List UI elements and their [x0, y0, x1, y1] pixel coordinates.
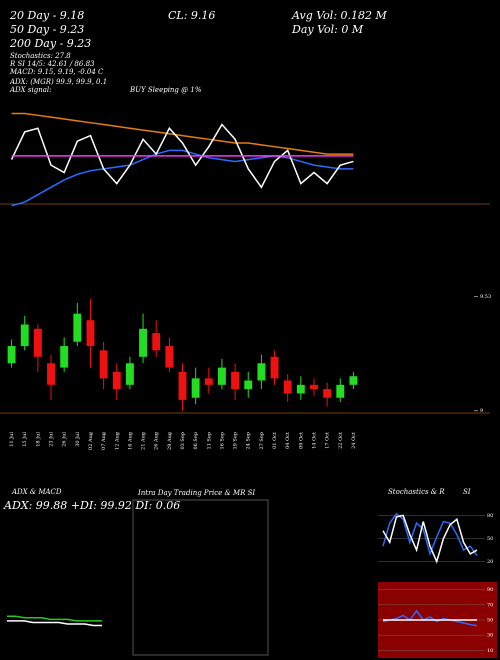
rsi-text: R SI 14/5: 42.61 / 86.83 [9, 60, 95, 68]
x-tick-label: 14 Oct [311, 432, 317, 449]
candle-body [33, 328, 42, 357]
x-tick-label: 18 Jul [35, 432, 41, 447]
x-tick-label: 19 Sep [233, 432, 239, 450]
candle-body [296, 384, 305, 394]
candle-body [20, 324, 29, 347]
series-line [10, 123, 354, 189]
x-tick-label: 27 Sep [259, 432, 265, 450]
close: CL: 9.16 [168, 9, 215, 22]
x-tick-label: 15 Jul [22, 432, 28, 447]
candle-body [178, 371, 187, 400]
y-tick-label: 9.53 [480, 294, 491, 300]
y-tick-label: 90 [487, 587, 493, 593]
candle-body [218, 367, 226, 385]
x-tick-label: 02 Aug [88, 431, 94, 450]
x-tick-label: 30 Jul [75, 432, 81, 447]
x-tick-label: 24 Sep [246, 432, 252, 450]
stoch-text: Stochastics: 27.8 [10, 52, 71, 60]
series-line [382, 512, 478, 557]
intraday-box [132, 499, 269, 656]
candle-body [60, 346, 69, 368]
y-tick-label: 9 [480, 408, 483, 414]
candle-body [7, 346, 16, 364]
macd-text: MACD: 9.15, 9.19, -0.04 C [9, 68, 104, 76]
adx-text: ADX: (MGR) 99.9, 99.9, 0.1 [9, 78, 107, 86]
x-tick-label: 23 Jul [49, 432, 55, 447]
candle-body [73, 313, 82, 342]
candle-body [139, 328, 147, 357]
legend-50: 50 Day - 9.23 [10, 23, 84, 36]
avg-vol: Avg Vol: 0.182 M [291, 9, 388, 22]
panel-annotation: ADX: 99.88 +DI: 99.92 DI: 0.06 [3, 499, 180, 512]
x-tick-label: 22 Oct [338, 432, 344, 449]
series-line [7, 620, 102, 627]
candle-body [204, 378, 213, 385]
series-line [11, 149, 354, 207]
candle-body [165, 346, 174, 368]
x-tick-label: 11 Jul [9, 432, 15, 447]
adx-signal: ADX signal: [9, 86, 51, 94]
x-tick-label: 12 Aug [114, 431, 120, 450]
x-tick-label: 24 Oct [351, 432, 357, 449]
series-line [382, 609, 478, 627]
candle-body [99, 350, 108, 379]
x-tick-label: 06 Sep [193, 432, 199, 450]
candle-body [349, 376, 358, 385]
candle-body [231, 371, 240, 390]
panel-title: Stochastics & R [388, 488, 445, 496]
candle-body [112, 371, 121, 390]
candle-body [323, 389, 332, 398]
candle-body [257, 363, 266, 381]
candle-body [336, 384, 345, 398]
candle-body [244, 380, 253, 390]
intraday-title: Intra Day Trading Price & MR SI [137, 489, 255, 497]
x-tick-label: 16 Aug [127, 431, 133, 450]
y-tick-label: 70 [487, 602, 493, 608]
y-tick-label: 20 [487, 559, 493, 565]
x-tick-label: 04 Oct [285, 432, 291, 449]
x-tick-label: 07 Aug [101, 431, 107, 450]
y-tick-label: 30 [487, 633, 493, 639]
candle-body [47, 363, 55, 385]
x-tick-label: 01 Oct [272, 432, 278, 449]
x-tick-label: 29 Aug [167, 431, 173, 450]
x-tick-label: 21 Aug [141, 431, 147, 450]
x-tick-label: 26 Aug [154, 431, 160, 450]
legend-200: 200 Day - 9.23 [9, 37, 91, 50]
y-tick-label: 50 [487, 618, 493, 624]
x-tick-label: 16 Sep [219, 432, 225, 450]
y-tick-label: 80 [487, 513, 493, 519]
candle-body [125, 363, 134, 385]
candle-body [270, 356, 279, 379]
candle-body [310, 384, 318, 390]
y-tick-label: 10 [487, 648, 493, 654]
x-tick-label: 03 Sep [180, 432, 186, 450]
candle-body [283, 380, 292, 394]
x-tick-label: 09 Oct [298, 432, 304, 449]
y-tick-label: 50 [487, 536, 493, 542]
day-vol: Day Vol: 0 M [291, 23, 364, 36]
x-tick-label: 11 Sep [206, 432, 212, 450]
x-tick-label: 17 Oct [325, 432, 331, 449]
candle-body [86, 320, 95, 347]
candle-body [191, 378, 200, 398]
candle-body [152, 333, 161, 351]
series-line [7, 615, 102, 622]
signal: BUY Sleeping @ 1% [129, 86, 202, 94]
series-line [11, 112, 354, 155]
panel-title: ADX & MACD [11, 488, 62, 496]
panel-subtitle: SI [463, 488, 471, 496]
x-tick-label: 26 Jul [62, 432, 68, 447]
legend-20: 20 Day - 9.18 [9, 9, 84, 22]
series-line [382, 514, 478, 564]
